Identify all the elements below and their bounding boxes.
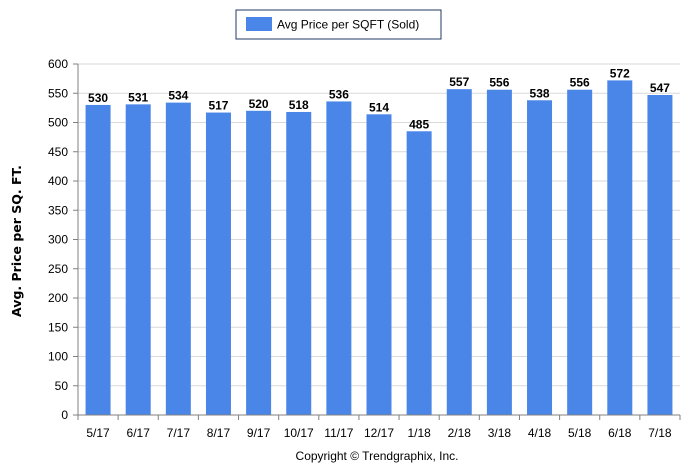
- bar: [406, 131, 432, 415]
- y-tick-label: 250: [48, 262, 68, 276]
- bars: [85, 80, 673, 416]
- x-tick-label: 12/17: [364, 426, 394, 440]
- bar: [286, 111, 312, 415]
- y-tick-label: 350: [48, 203, 68, 217]
- x-tick-label: 3/18: [488, 426, 512, 440]
- bar: [527, 100, 553, 416]
- y-tick-label: 400: [48, 174, 68, 188]
- x-tick-label: 7/18: [648, 426, 672, 440]
- x-tick-label: 5/18: [568, 426, 592, 440]
- legend-swatch: [246, 17, 272, 31]
- data-label: 518: [289, 98, 309, 112]
- legend: Avg Price per SQFT (Sold): [235, 9, 442, 40]
- x-tick-label: 9/17: [247, 426, 271, 440]
- data-label: 557: [449, 75, 469, 89]
- x-tick-label: 6/17: [127, 426, 151, 440]
- legend-label: Avg Price per SQFT (Sold): [277, 18, 419, 32]
- y-tick-label: 150: [48, 320, 68, 334]
- data-label: 556: [489, 76, 509, 90]
- copyright-footer: Copyright © Trendgraphix, Inc.: [296, 449, 459, 463]
- x-tick-label: 11/17: [324, 426, 353, 440]
- y-tick-label: 200: [48, 291, 68, 305]
- bar: [607, 80, 633, 415]
- bar: [647, 95, 673, 415]
- data-label: 572: [610, 66, 630, 80]
- y-tick-label: 50: [55, 379, 69, 393]
- y-tick-label: 300: [48, 233, 68, 247]
- bar: [326, 101, 352, 415]
- x-tick-label: 6/18: [608, 426, 632, 440]
- x-tick-label: 10/17: [284, 426, 314, 440]
- bar: [125, 104, 151, 416]
- bar: [246, 110, 272, 416]
- x-tick-label: 4/18: [528, 426, 552, 440]
- data-label: 536: [329, 87, 349, 101]
- y-tick-label: 450: [48, 145, 68, 159]
- data-label: 556: [570, 76, 590, 90]
- data-label: 514: [369, 100, 389, 114]
- y-tick-label: 100: [48, 350, 68, 364]
- data-labels: 530 531 534 517 520 518 536 514 485 557 556 538 556 5…: [88, 66, 670, 131]
- data-label: 547: [650, 81, 670, 95]
- x-tick-label: 1/18: [407, 426, 431, 440]
- bar: [446, 89, 472, 415]
- axes: [77, 64, 680, 416]
- bar: [486, 89, 512, 416]
- x-tick-label: 2/18: [448, 426, 472, 440]
- data-label: 538: [530, 86, 550, 100]
- bar: [567, 89, 593, 416]
- y-tick-label: 600: [48, 57, 68, 71]
- bar: [165, 102, 191, 416]
- y-tick-label: 0: [61, 408, 68, 422]
- data-label: 517: [208, 99, 228, 113]
- y-tick-label: 550: [48, 86, 68, 100]
- x-tick-label: 5/17: [86, 426, 110, 440]
- x-tick-label: 7/17: [167, 426, 191, 440]
- data-label: 534: [168, 89, 188, 103]
- y-axis-label: Avg. Price per SQ. FT.: [9, 165, 24, 317]
- x-tick-label: 8/17: [207, 426, 231, 440]
- data-label: 485: [409, 117, 429, 131]
- data-label: 531: [128, 90, 148, 104]
- data-label: 520: [249, 97, 269, 111]
- bar: [366, 114, 392, 415]
- bar: [85, 104, 111, 415]
- bar: [205, 112, 231, 416]
- y-axis-ticks: 0 50 100 150 200 250 300 350 400 450 500 550 600: [48, 57, 78, 422]
- x-axis-ticks: 5/17 6/17 7/17 8/17 9/17 10/17 11/17 12/17 1/18 2…: [77, 415, 681, 440]
- data-label: 530: [88, 91, 108, 105]
- y-tick-label: 500: [48, 116, 68, 130]
